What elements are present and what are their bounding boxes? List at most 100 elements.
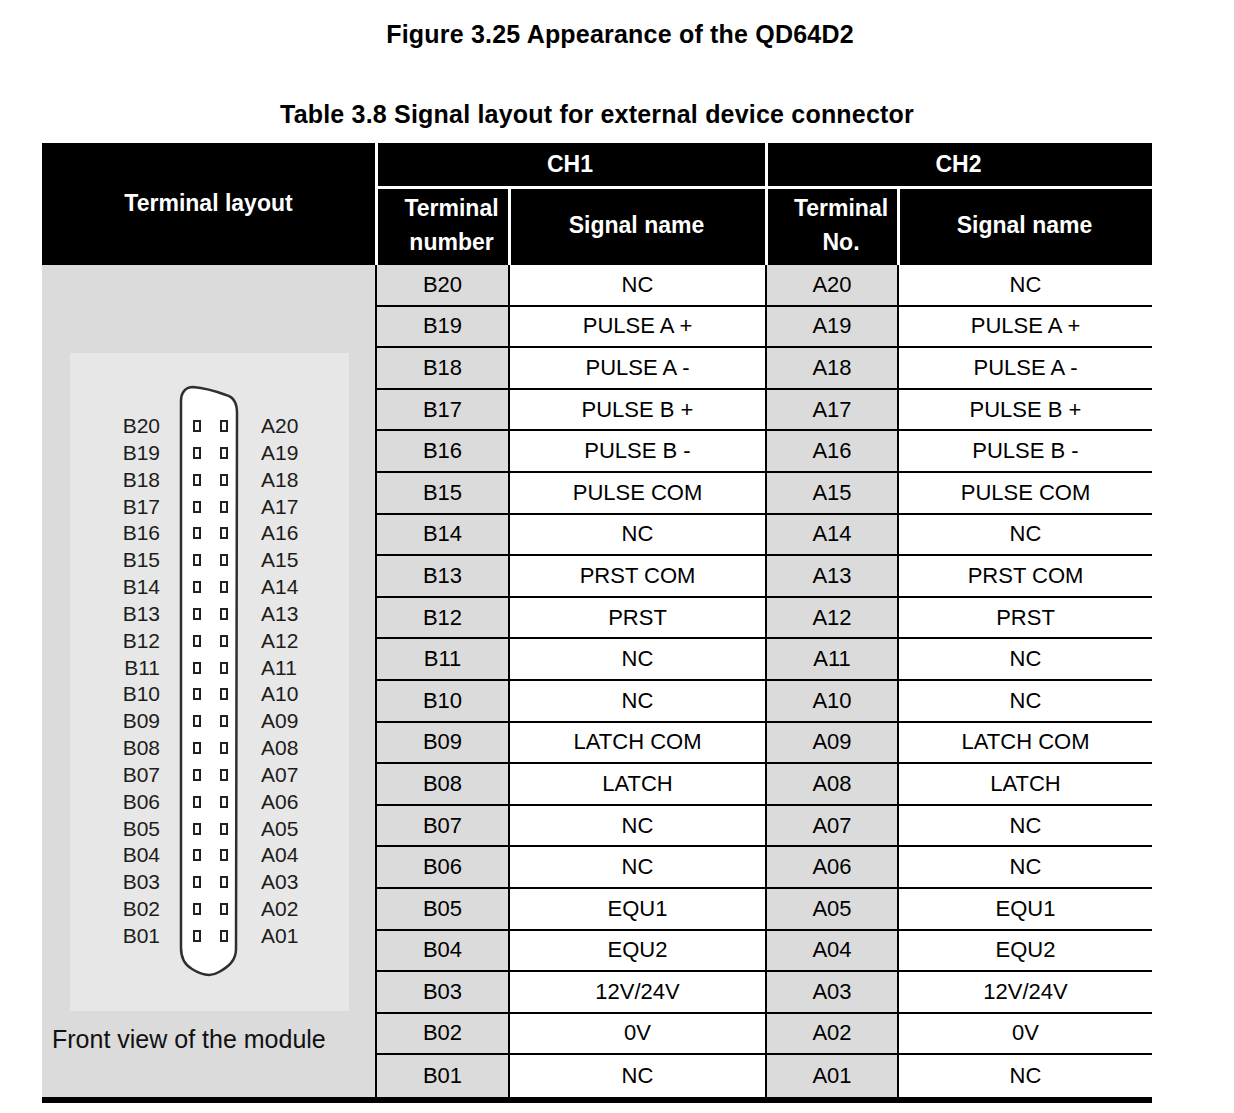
connector-pin (193, 796, 201, 808)
table-row: B10NCA10NC (375, 681, 1152, 723)
pin-label-a: A06 (261, 789, 341, 815)
ch2-terminal-number-cell: A05 (765, 889, 897, 929)
ch2-signal-name-cell: 12V/24V (897, 972, 1152, 1012)
ch1-signal-name-cell: PRST COM (508, 556, 765, 596)
pin-label-a: A12 (261, 628, 341, 654)
table-row: B01NCA01NC (375, 1055, 1152, 1097)
pin-label-a: A09 (261, 708, 341, 734)
figure-title: Figure 3.25 Appearance of the QD64D2 (0, 20, 1234, 49)
ch2-signal-name-cell: NC (897, 847, 1152, 887)
ch1-signal-name-cell: PULSE COM (508, 473, 765, 513)
ch2-signal-name-cell: NC (897, 515, 1152, 555)
ch1-terminal-number-cell: B20 (375, 265, 508, 305)
pin-label-a: A07 (261, 762, 341, 788)
pin-label-a: A11 (261, 655, 341, 681)
connector-pin (193, 688, 201, 700)
ch1-terminal-number-cell: B19 (375, 307, 508, 347)
connector-pin (220, 796, 228, 808)
ch2-terminal-number-cell: A18 (765, 348, 897, 388)
connector-pin (220, 420, 228, 432)
ch1-terminal-number-cell: B06 (375, 847, 508, 887)
ch2-terminal-number-cell: A11 (765, 639, 897, 679)
ch1-signal-name-cell: PULSE A - (508, 348, 765, 388)
ch2-terminal-number-cell: A14 (765, 515, 897, 555)
ch2-terminal-number-cell: A16 (765, 431, 897, 471)
table-row: B09LATCH COMA09LATCH COM (375, 723, 1152, 765)
ch2-terminal-number-cell: A15 (765, 473, 897, 513)
connector-pin (220, 769, 228, 781)
pin-label-b: B17 (72, 494, 160, 520)
header-separator-line (897, 189, 900, 265)
pin-label-a: A19 (261, 440, 341, 466)
ch1-signal-name-cell: NC (508, 847, 765, 887)
ch1-terminal-number-cell: B04 (375, 931, 508, 971)
header-separator-line (508, 189, 511, 265)
connector-pin (220, 849, 228, 861)
ch2-terminal-number-cell: A01 (765, 1055, 897, 1097)
ch1-signal-name-cell: PULSE A + (508, 307, 765, 347)
connector-pin (220, 688, 228, 700)
ch1-signal-name-cell: NC (508, 1055, 765, 1097)
ch2-terminal-number-cell: A02 (765, 1014, 897, 1054)
ch2-header-cell: CH2 (765, 143, 1152, 186)
ch1-signal-name-cell: NC (508, 681, 765, 721)
ch2-signal-name-cell: PULSE B + (897, 390, 1152, 430)
connector-pin (193, 474, 201, 486)
connector-pin (220, 474, 228, 486)
table-row: B19PULSE A +A19PULSE A + (375, 307, 1152, 349)
table-row: B12PRSTA12PRST (375, 598, 1152, 640)
ch1-signal-name-cell: NC (508, 806, 765, 846)
ch2-terminal-number-cell: A17 (765, 390, 897, 430)
connector-pin (220, 581, 228, 593)
ch1-signal-name-cell: EQU2 (508, 931, 765, 971)
ch2-signal-name-cell: PULSE COM (897, 473, 1152, 513)
ch2-signal-name-cell: PULSE A + (897, 307, 1152, 347)
ch2-terminal-number-cell: A12 (765, 598, 897, 638)
ch1-terminal-number-cell: B11 (375, 639, 508, 679)
ch2-signal-name-cell: LATCH (897, 764, 1152, 804)
pin-label-a: A14 (261, 574, 341, 600)
connector-pin (193, 849, 201, 861)
pin-label-a: A04 (261, 842, 341, 868)
ch1-signal-name-header-cell: Signal name (508, 186, 765, 265)
table-row: B17PULSE B +A17PULSE B + (375, 390, 1152, 432)
ch1-terminal-number-cell: B02 (375, 1014, 508, 1054)
connector-pin (193, 930, 201, 942)
ch2-signal-name-cell: EQU2 (897, 931, 1152, 971)
ch1-terminal-number-cell: B15 (375, 473, 508, 513)
connector-pin (220, 715, 228, 727)
table-row: B15PULSE COMA15PULSE COM (375, 473, 1152, 515)
connector-pin (193, 876, 201, 888)
ch2-terminal-number-cell: A09 (765, 723, 897, 763)
ch2-terminal-number-cell: A10 (765, 681, 897, 721)
ch2-terminal-number-cell: A06 (765, 847, 897, 887)
ch1-signal-name-cell: 0V (508, 1014, 765, 1054)
pin-label-b: B04 (72, 842, 160, 868)
pin-label-a: A02 (261, 896, 341, 922)
ch2-signal-name-cell: LATCH COM (897, 723, 1152, 763)
ch1-signal-name-cell: NC (508, 265, 765, 305)
pin-label-a: A03 (261, 869, 341, 895)
ch2-terminal-number-cell: A07 (765, 806, 897, 846)
ch1-terminal-number-cell: B07 (375, 806, 508, 846)
pin-label-b: B09 (72, 708, 160, 734)
ch1-signal-name-cell: EQU1 (508, 889, 765, 929)
ch1-signal-name-cell: PULSE B - (508, 431, 765, 471)
table-bottom-border (42, 1097, 1152, 1103)
connector-pin (220, 501, 228, 513)
ch2-terminal-number-cell: A08 (765, 764, 897, 804)
connector-pin (220, 527, 228, 539)
ch1-terminal-number-cell: B03 (375, 972, 508, 1012)
ch2-terminal-number-cell: A03 (765, 972, 897, 1012)
pin-label-a: A18 (261, 467, 341, 493)
pin-label-b: B13 (72, 601, 160, 627)
ch1-terminal-number-cell: B16 (375, 431, 508, 471)
ch2-signal-name-cell: EQU1 (897, 889, 1152, 929)
table-row: B20NCA20NC (375, 265, 1152, 307)
table-row: B11NCA11NC (375, 639, 1152, 681)
ch2-signal-name-cell: PULSE A - (897, 348, 1152, 388)
pin-label-a: A10 (261, 681, 341, 707)
connector-pin (193, 554, 201, 566)
table-row: B13PRST COMA13PRST COM (375, 556, 1152, 598)
table-row: B020VA020V (375, 1014, 1152, 1056)
